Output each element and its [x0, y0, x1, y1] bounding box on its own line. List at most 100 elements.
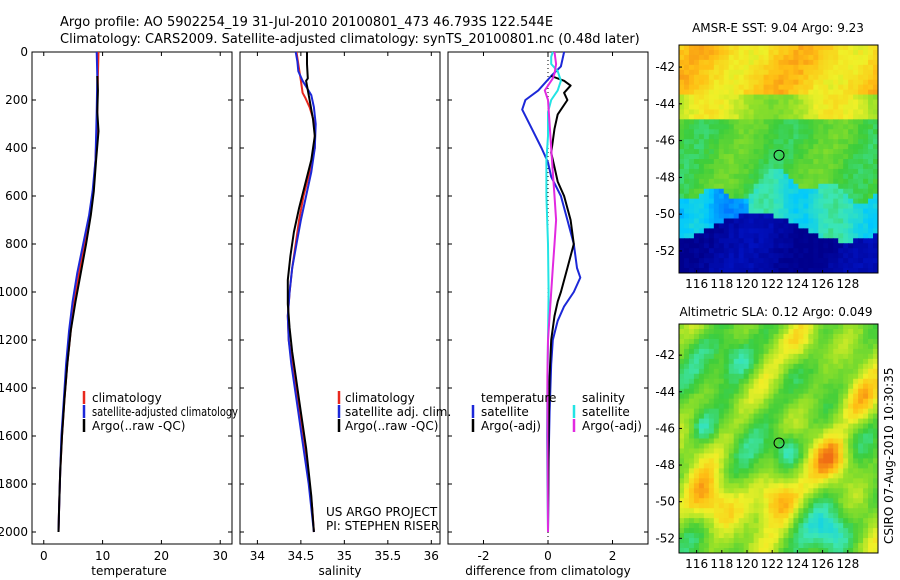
map-cell — [853, 363, 859, 370]
map-cell — [818, 223, 824, 229]
map-cell — [708, 119, 715, 125]
map-cell — [838, 324, 844, 330]
map-cell — [823, 433, 829, 440]
map-cell — [693, 338, 700, 345]
map-cell — [863, 253, 869, 259]
map-cell — [718, 89, 725, 96]
map-cell — [713, 268, 720, 273]
map-cell — [703, 173, 710, 180]
map-cell — [833, 398, 839, 405]
map-cell — [873, 173, 878, 180]
map-cell — [683, 84, 690, 91]
map-cell — [703, 513, 710, 519]
map-cell — [733, 423, 740, 430]
map-cell — [758, 508, 765, 514]
map-cell — [703, 198, 710, 205]
map-cell — [738, 433, 745, 440]
map-cell — [828, 203, 834, 210]
map-cell — [813, 523, 819, 529]
map-cell — [868, 498, 874, 504]
map-cell — [773, 533, 780, 539]
map-cell — [723, 408, 730, 415]
map-cell — [803, 243, 809, 249]
map-cell — [703, 59, 710, 66]
map-cell — [703, 74, 710, 81]
map-cell — [863, 363, 869, 370]
map-cell — [823, 258, 829, 264]
map-cell — [838, 353, 844, 360]
map-cell — [753, 533, 760, 539]
map-cell — [718, 188, 725, 195]
map-cell — [838, 74, 844, 81]
map-cell — [843, 193, 849, 200]
map-cell — [843, 243, 849, 249]
map-cell — [679, 149, 685, 155]
map-cell — [833, 64, 839, 71]
map-cell — [768, 129, 775, 135]
map-cell — [768, 178, 775, 185]
map-cell — [813, 358, 819, 365]
map-cell — [713, 333, 720, 340]
map-cell — [758, 129, 765, 135]
map-cell — [858, 438, 864, 445]
map-cell — [843, 218, 849, 225]
map-cell — [823, 223, 829, 229]
map-cell — [873, 49, 878, 56]
map-cell — [693, 54, 700, 61]
map-cell — [833, 333, 839, 340]
map-cell — [848, 423, 854, 430]
map-cell — [873, 488, 878, 494]
map-cell — [679, 144, 685, 150]
map-cell — [783, 223, 790, 229]
map-cell — [723, 448, 730, 455]
map-cell — [828, 168, 834, 175]
map-cell — [828, 213, 834, 220]
map-cell — [813, 183, 819, 190]
map-cell — [728, 263, 735, 269]
map-cell — [783, 238, 790, 244]
map-cell — [813, 438, 819, 445]
map-cell — [718, 378, 725, 385]
map-cell — [728, 468, 735, 474]
map-cell — [708, 49, 715, 56]
map-cell — [693, 363, 700, 370]
map-cell — [733, 433, 740, 440]
map-cell — [693, 114, 700, 120]
map-cell — [698, 163, 705, 170]
map-cell — [728, 418, 735, 425]
map-cell — [733, 488, 740, 494]
map-cell — [818, 119, 824, 125]
map-cell — [698, 353, 705, 360]
map-cell — [773, 453, 780, 460]
map-cell — [823, 348, 829, 355]
map-cell — [679, 218, 685, 225]
map-cell — [853, 104, 859, 111]
map-cell — [848, 99, 854, 106]
map-cell — [738, 393, 745, 400]
map-cell — [848, 478, 854, 484]
map-cell — [833, 243, 839, 249]
map-cell — [813, 483, 819, 489]
map-cell — [858, 418, 864, 425]
map-cell — [763, 378, 770, 385]
map-cell — [838, 104, 844, 111]
map-cell — [763, 368, 770, 375]
map-cell — [713, 99, 720, 106]
map-cell — [773, 45, 780, 51]
map-cell — [753, 124, 760, 130]
map-cell — [733, 324, 740, 330]
map-cell — [753, 363, 760, 370]
map-cell — [768, 144, 775, 150]
map-cell — [838, 473, 844, 479]
map-cell — [688, 45, 695, 51]
map-cell — [793, 453, 799, 460]
map-cell — [773, 198, 780, 205]
map-cell — [783, 438, 790, 445]
map-cell — [738, 208, 745, 215]
map-cell — [818, 233, 824, 239]
map-cell — [848, 513, 854, 519]
map-cell — [808, 203, 814, 210]
map-cell — [843, 149, 849, 155]
map-cell — [868, 363, 874, 370]
map-cell — [818, 478, 824, 484]
